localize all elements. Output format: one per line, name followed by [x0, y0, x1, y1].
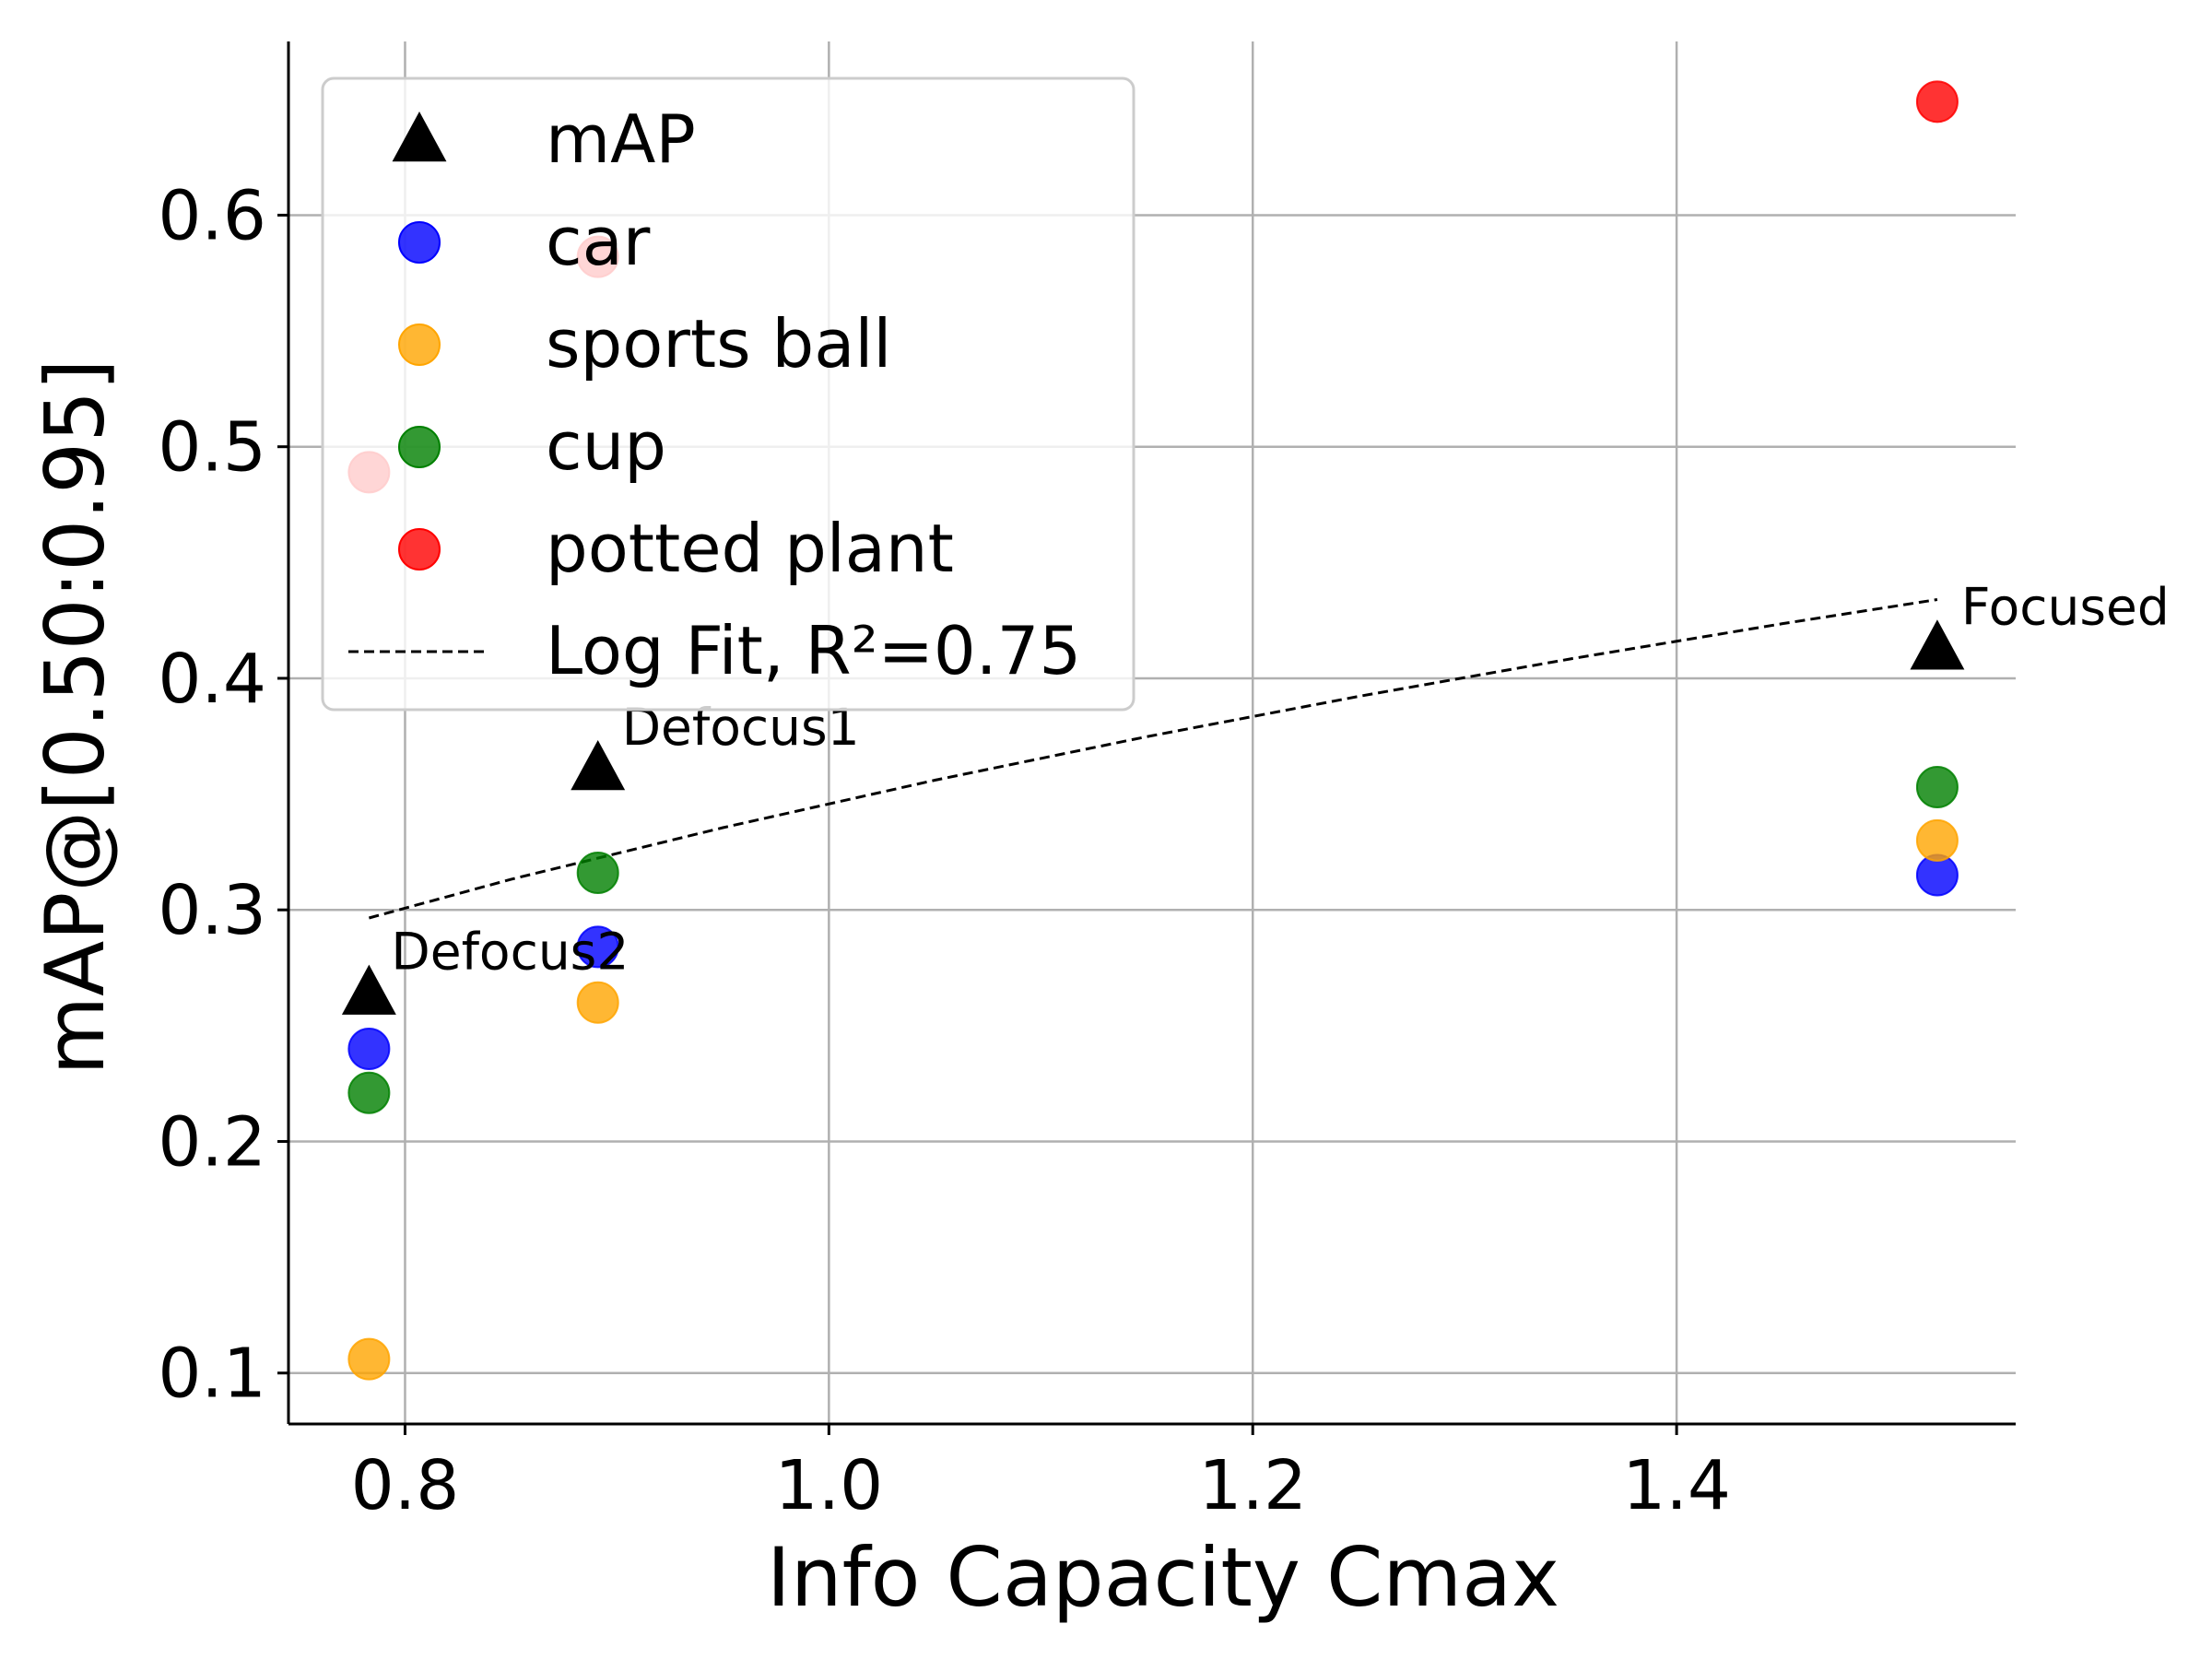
- legend-marker-sports-ball: [398, 324, 441, 366]
- y-tick-label-0: 0.1: [158, 1335, 266, 1414]
- legend-marker-cup: [398, 426, 441, 468]
- legend-label-potted-plant: potted plant: [546, 510, 954, 587]
- y-tick-label-3: 0.4: [158, 640, 266, 719]
- x-tick-label-2: 1.2: [1198, 1446, 1307, 1525]
- y-tick-label-1: 0.2: [158, 1102, 266, 1182]
- legend-label-map: mAP: [546, 100, 696, 178]
- legend-frame: [321, 76, 1135, 712]
- x-tick-label-3: 1.4: [1622, 1446, 1731, 1525]
- annotation-defocus2: Defocus2: [391, 923, 629, 982]
- point-sports-ball-0: [347, 1337, 391, 1381]
- legend-label-sports-ball: sports ball: [546, 305, 891, 382]
- y-tick-label-2: 0.3: [158, 871, 266, 950]
- point-car-1: [576, 925, 619, 969]
- y-tick-label-4: 0.5: [158, 408, 266, 488]
- point-mAP-2: [1910, 619, 1965, 670]
- y-tick-label-5: 0.6: [158, 176, 266, 255]
- point-cup-0: [347, 1071, 391, 1114]
- x-axis-label: Info Capacity Cmax: [767, 1530, 1559, 1625]
- tick-labels: 0.8 1.0 1.2 1.4 0.1 0.2 0.3 0.4 0.5 0.6: [158, 176, 1731, 1525]
- annotation-focused: Focused: [1961, 577, 2170, 636]
- x-tick-label-1: 1.0: [774, 1446, 883, 1525]
- point-cup-2: [1915, 766, 1959, 809]
- point-mAP-0: [341, 964, 396, 1015]
- point-potted-plant-2: [1915, 80, 1959, 124]
- point-sports-ball-1: [576, 981, 619, 1024]
- axes-spines: [287, 41, 2016, 1426]
- legend-marker-car: [398, 221, 441, 264]
- legend-label-cup: cup: [546, 407, 666, 485]
- legend-label-car: car: [546, 203, 651, 280]
- legend-marker-potted-plant: [398, 528, 441, 571]
- point-cup-1: [576, 852, 619, 895]
- point-car-0: [347, 1027, 391, 1070]
- legend-marker-mAP: [392, 112, 447, 162]
- point-mAP-1: [571, 739, 626, 791]
- x-tick-label-0: 0.8: [351, 1446, 460, 1525]
- legend: mAP car sports ball cup potted plant Log Fit,…: [321, 76, 1135, 712]
- legend-label-log-fit: Log Fit, R²=0.75: [546, 612, 1081, 689]
- point-sports-ball-2: [1915, 818, 1959, 862]
- y-axis-label: mAP@[0.50:0.95]: [28, 359, 123, 1075]
